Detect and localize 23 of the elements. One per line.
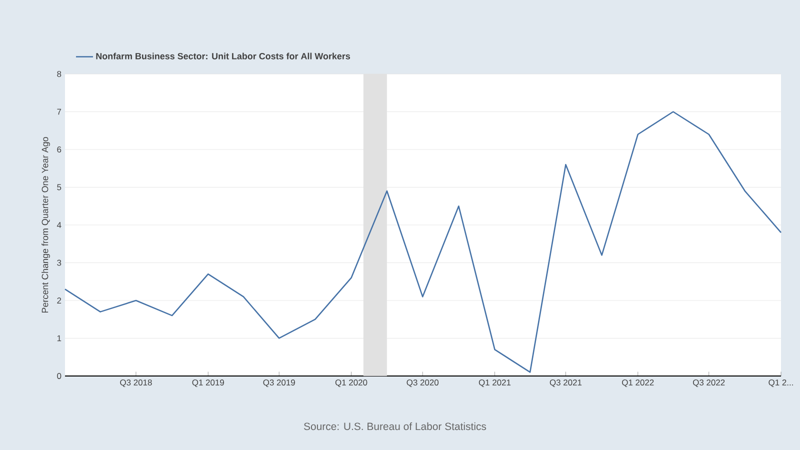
- y-tick-label: 7: [57, 108, 62, 115]
- x-tick-label: Q3 2019: [263, 380, 295, 388]
- y-tick-label: 6: [57, 146, 62, 152]
- y-tick-label: 5: [57, 184, 62, 190]
- x-tick-label: Q1 2021: [478, 380, 511, 388]
- x-tick-label: Q1 2019: [192, 380, 224, 388]
- y-tick-label: 1: [57, 335, 62, 342]
- y-axis-title: Percent Change from Quarter One Year Ago: [42, 137, 50, 313]
- x-tick-label: Q3 2020: [406, 380, 439, 388]
- x-tick-label: Q1 2020: [335, 380, 368, 388]
- y-tick-label: 0: [57, 372, 62, 379]
- line-series: [64, 111, 782, 373]
- x-tick-label: Q1 2...: [768, 380, 793, 388]
- y-tick-label: 8: [57, 71, 62, 77]
- y-tick-label: 3: [57, 260, 62, 266]
- x-tick-label: Q3 2018: [120, 380, 152, 388]
- legend-label: Nonfarm Business Sector: Unit Labor Costs for All Workers: [96, 52, 350, 60]
- x-tick-label: Q3 2022: [693, 380, 725, 388]
- y-tick-label: 4: [56, 222, 62, 228]
- x-tick-label: Q1 2022: [622, 380, 654, 388]
- y-tick-label: 2: [57, 298, 62, 304]
- source-note: Source: U.S. Bureau of Labor Statistics: [304, 422, 486, 430]
- x-tick-label: Q3 2021: [550, 380, 582, 388]
